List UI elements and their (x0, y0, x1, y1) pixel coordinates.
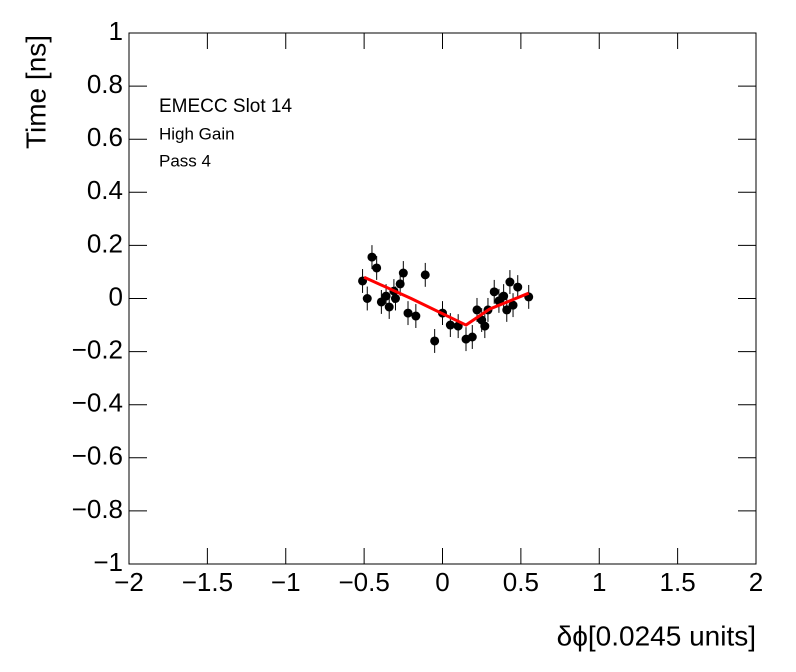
point (505, 277, 515, 287)
x-axis-title: δϕ[0.0245 units] (557, 620, 756, 651)
annotation: Pass 4 (159, 151, 211, 170)
point (420, 270, 430, 280)
y-tick-label: −0.6 (72, 441, 123, 471)
point (467, 332, 477, 342)
annotation: High Gain (159, 124, 235, 143)
y-tick-label: 0.2 (87, 228, 123, 258)
point (367, 252, 377, 262)
fit-line (363, 275, 530, 327)
point (499, 291, 509, 301)
point (489, 287, 499, 297)
x-tick-label: −1 (271, 567, 301, 597)
point (472, 305, 482, 315)
point (384, 302, 394, 312)
y-tick-label: 0 (109, 281, 123, 311)
y-tick-label: −1 (93, 547, 123, 577)
y-tick-label: 1 (109, 16, 123, 46)
point (362, 294, 372, 303)
point (390, 294, 400, 303)
x-tick-label: −0.5 (338, 567, 389, 597)
y-tick-label: −0.8 (72, 494, 123, 524)
x-tick-label: 2 (749, 567, 763, 597)
point (430, 336, 440, 346)
y-tick-label: 0.4 (87, 175, 123, 205)
y-tick-label: 0.6 (87, 122, 123, 152)
point (502, 305, 512, 315)
point (411, 311, 421, 321)
y-tick-label: −0.4 (72, 388, 123, 418)
point (403, 308, 413, 318)
y-tick-label: −0.2 (72, 334, 123, 364)
x-tick-label: −1.5 (182, 567, 233, 597)
point (395, 279, 405, 289)
x-tick-label: −2 (114, 567, 144, 597)
x-tick-label: 0 (435, 567, 449, 597)
x-tick-label: 1.5 (660, 567, 696, 597)
y-axis-title: Time [ns] (20, 35, 51, 149)
point (513, 282, 523, 292)
point (508, 300, 518, 310)
y-tick-label: 0.8 (87, 69, 123, 99)
point (445, 320, 455, 330)
point (372, 263, 382, 273)
annotation: EMECC Slot 14 (159, 96, 292, 117)
point (398, 268, 408, 278)
point (480, 321, 490, 331)
x-tick-label: 1 (592, 567, 606, 597)
point (381, 291, 391, 301)
x-tick-label: 0.5 (503, 567, 539, 597)
